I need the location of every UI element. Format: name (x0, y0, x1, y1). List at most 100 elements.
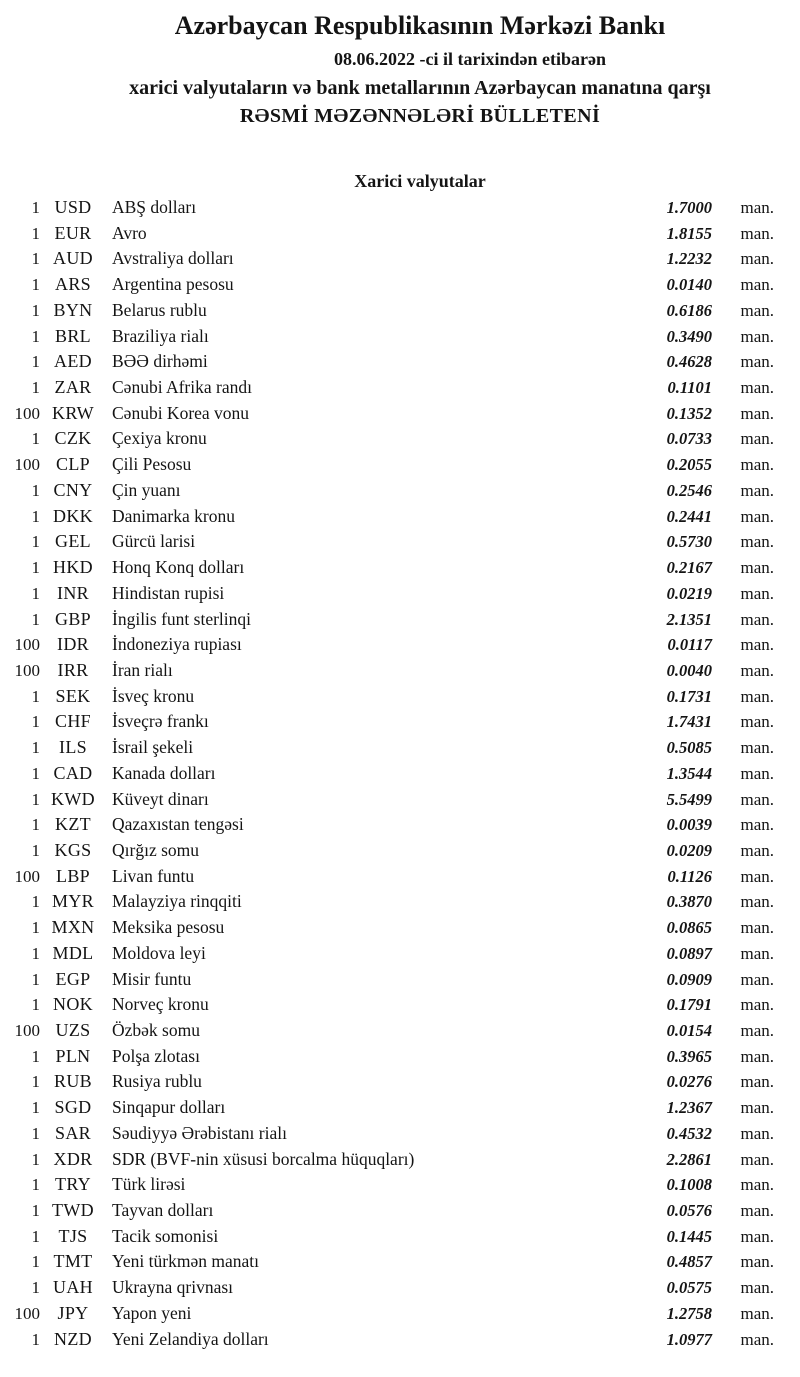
currency-code-cell: CNY (53, 479, 93, 500)
rate-value-cell: 0.6186 (666, 300, 712, 320)
rates-table: 1 USD ABŞ dolları 1.7000 man. 1 EUR Avro… (0, 195, 800, 1352)
rate-value-cell: 0.3490 (666, 326, 712, 346)
currency-name-cell: Sinqapur dolları (112, 1097, 226, 1118)
unit-cell: man. (740, 223, 774, 243)
rate-value-cell: 0.1126 (667, 866, 712, 886)
currency-name-cell: Yapon yeni (112, 1302, 192, 1323)
currency-code-cell: SGD (54, 1097, 92, 1118)
rate-row: 1 NZD Yeni Zelandiya dolları 1.0977 man. (0, 1327, 800, 1353)
quantity-cell: 1 (31, 352, 41, 372)
unit-cell: man. (740, 1098, 774, 1118)
unit-cell: man. (740, 378, 774, 398)
unit-cell: man. (740, 1278, 774, 1298)
currency-code-cell: ILS (59, 737, 87, 758)
rate-value-cell: 0.1101 (667, 378, 712, 398)
unit-cell: man. (740, 275, 774, 295)
rate-row: 100 CLP Çili Pesosu 0.2055 man. (0, 452, 800, 478)
currency-name-cell: İngilis funt sterlinqi (112, 608, 252, 629)
unit-cell: man. (740, 532, 774, 552)
rate-value-cell: 1.7431 (666, 712, 712, 732)
rate-value-cell: 0.0140 (666, 275, 712, 295)
unit-cell: man. (740, 789, 774, 809)
quantity-cell: 1 (31, 1226, 41, 1246)
rate-row: 1 EGP Misir funtu 0.0909 man. (0, 967, 800, 993)
currency-code-cell: UZS (55, 1020, 91, 1040)
quantity-cell: 1 (31, 1072, 41, 1092)
currency-name-cell: Ukrayna qrivnası (112, 1277, 234, 1298)
rate-row: 1 AUD Avstraliya dolları 1.2232 man. (0, 246, 800, 272)
rate-value-cell: 2.2861 (666, 1149, 712, 1169)
subtitle-line: xarici valyutaların və bank metallarının… (129, 77, 711, 99)
currency-name-cell: Türk lirəsi (112, 1174, 186, 1195)
rate-value-cell: 1.8155 (666, 223, 712, 243)
currency-name-cell: İran rialı (112, 659, 173, 680)
unit-cell: man. (740, 840, 774, 860)
currency-name-cell: Belarus rublu (112, 299, 207, 320)
rate-row: 1 ILS İsrail şekeli 0.5085 man. (0, 735, 800, 761)
currency-name-cell: İsrail şekeli (112, 737, 194, 758)
rate-value-cell: 0.1731 (666, 686, 712, 706)
quantity-cell: 1 (31, 300, 41, 320)
currency-code-cell: JPY (57, 1302, 89, 1323)
section-title-foreign-currencies: Xarici valyutalar (354, 171, 486, 191)
quantity-cell: 1 (31, 918, 41, 938)
rate-value-cell: 2.1351 (666, 609, 712, 629)
currency-code-cell: PLN (55, 1045, 91, 1066)
unit-cell: man. (740, 635, 774, 655)
rate-row: 1 USD ABŞ dolları 1.7000 man. (0, 195, 800, 221)
quantity-cell: 1 (31, 429, 41, 449)
rate-value-cell: 0.3870 (666, 892, 712, 912)
quantity-cell: 1 (31, 583, 41, 603)
currency-name-cell: Danimarka kronu (112, 505, 235, 526)
rate-row: 1 CNY Çin yuanı 0.2546 man. (0, 478, 800, 504)
unit-cell: man. (740, 352, 774, 372)
currency-code-cell: TMT (53, 1251, 93, 1272)
unit-cell: man. (740, 1046, 774, 1066)
quantity-cell: 1 (31, 506, 41, 526)
rate-value-cell: 0.1791 (666, 995, 712, 1015)
unit-cell: man. (740, 660, 774, 680)
rate-row: 100 UZS Özbək somu 0.0154 man. (0, 1018, 800, 1044)
rate-row: 100 KRW Cənubi Korea vonu 0.1352 man. (0, 401, 800, 427)
rate-value-cell: 0.0897 (666, 943, 712, 963)
quantity-cell: 100 (14, 403, 41, 423)
currency-code-cell: RUB (54, 1071, 92, 1092)
effective-date-line: 08.06.2022 -ci il tarixindən etibarən (334, 49, 606, 69)
unit-cell: man. (740, 198, 774, 217)
quantity-cell: 1 (31, 1149, 41, 1169)
currency-name-cell: ABŞ dolları (112, 197, 197, 217)
document-header: Azərbaycan Respublikasının Mərkəzi Bankı… (40, 10, 800, 128)
currency-name-cell: Honq Konq dolları (112, 557, 245, 578)
currency-code-cell: EGP (55, 968, 91, 989)
currency-name-cell: Avro (112, 222, 147, 243)
currency-name-cell: Meksika pesosu (112, 917, 225, 938)
currency-code-cell: LBP (56, 865, 90, 886)
unit-cell: man. (740, 1252, 774, 1272)
rate-value-cell: 0.0219 (666, 583, 712, 603)
quantity-cell: 100 (14, 1021, 41, 1040)
rate-row: 1 SAR Səudiyyə Ərəbistanı rialı 0.4532 m… (0, 1121, 800, 1147)
currency-code-cell: XDR (53, 1148, 93, 1169)
currency-name-cell: Braziliya rialı (112, 325, 209, 346)
quantity-cell: 1 (31, 1278, 41, 1298)
rate-row: 1 BRL Braziliya rialı 0.3490 man. (0, 324, 800, 350)
currency-code-cell: KRW (52, 402, 94, 423)
rate-value-cell: 0.5085 (666, 738, 712, 758)
rate-value-cell: 0.0909 (666, 969, 712, 989)
quantity-cell: 1 (31, 275, 41, 295)
currency-code-cell: KWD (51, 788, 95, 809)
currency-code-cell: GBP (55, 608, 91, 629)
rate-row: 100 JPY Yapon yeni 1.2758 man. (0, 1301, 800, 1327)
currency-name-cell: Rusiya rublu (112, 1071, 202, 1092)
currency-code-cell: IDR (57, 634, 89, 655)
quantity-cell: 1 (31, 1329, 41, 1349)
currency-code-cell: BRL (55, 325, 91, 346)
quantity-cell: 1 (31, 969, 41, 989)
rate-row: 1 MYR Malayziya rinqqiti 0.3870 man. (0, 889, 800, 915)
quantity-cell: 1 (31, 378, 41, 398)
rate-row: 1 TRY Türk lirəsi 0.1008 man. (0, 1172, 800, 1198)
quantity-cell: 100 (14, 1303, 41, 1323)
unit-cell: man. (740, 815, 774, 835)
currency-code-cell: AUD (53, 248, 93, 269)
